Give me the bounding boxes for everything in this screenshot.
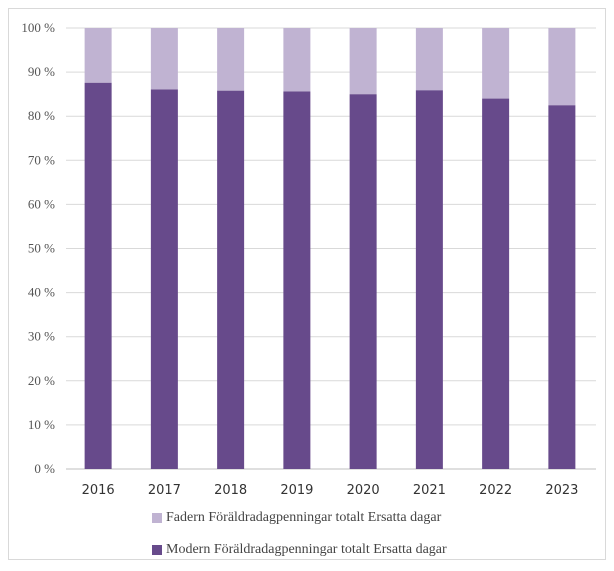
legend-label: Fadern Föräldradagpenningar totalt Ersat… <box>166 510 442 525</box>
gridlines <box>66 27 596 470</box>
y-tick-label: 20 % <box>28 373 55 388</box>
bar-modern-2019 <box>283 91 311 469</box>
bar-modern-2023 <box>548 105 576 470</box>
bar-modern-2017 <box>150 89 178 469</box>
legend: Fadern Föräldradagpenningar totalt Ersat… <box>152 507 572 571</box>
y-axis-ticks: 0 % 10 % 20 % 30 % 40 % 50 % 60 % 70 % 80 % 90 % 1… <box>21 20 55 476</box>
y-tick-label: 40 % <box>28 285 55 300</box>
y-tick-label: 10 % <box>28 417 55 432</box>
y-tick-label: 50 % <box>28 241 55 256</box>
y-tick-label: 100 % <box>21 20 55 35</box>
y-tick-label: 90 % <box>28 64 55 79</box>
bars <box>84 28 576 470</box>
y-tick-label: 30 % <box>28 329 55 344</box>
bar-fadern-2017 <box>150 28 178 90</box>
bar-fadern-2019 <box>283 28 311 92</box>
x-tick-label: 2017 <box>148 483 181 498</box>
legend-swatch <box>152 545 162 555</box>
bar-modern-2020 <box>349 94 377 470</box>
y-tick-label: 70 % <box>28 152 55 167</box>
y-tick-label: 80 % <box>28 108 55 123</box>
x-tick-label: 2016 <box>82 483 115 498</box>
x-axis-ticks: 2016 2017 2018 2019 2020 2021 2022 2023 <box>82 483 579 498</box>
y-tick-label: 0 % <box>34 461 55 476</box>
legend-item: Fadern Föräldradagpenningar totalt Ersat… <box>152 507 572 529</box>
y-tick-label: 60 % <box>28 196 55 211</box>
bar-modern-2016 <box>84 82 112 470</box>
legend-item: Modern Föräldradagpenningar totalt Ersat… <box>152 539 572 561</box>
bar-modern-2021 <box>415 90 443 469</box>
legend-swatch <box>152 513 162 523</box>
x-tick-label: 2018 <box>214 483 247 498</box>
bar-fadern-2023 <box>548 28 576 106</box>
bar-modern-2018 <box>217 90 245 469</box>
bar-modern-2022 <box>482 98 510 469</box>
legend-label: Modern Föräldradagpenningar totalt Ersat… <box>166 542 447 557</box>
bar-fadern-2022 <box>482 28 510 99</box>
x-tick-label: 2021 <box>413 483 446 498</box>
bar-fadern-2021 <box>415 28 443 91</box>
x-tick-label: 2020 <box>347 483 380 498</box>
x-tick-label: 2022 <box>479 483 512 498</box>
bar-fadern-2018 <box>217 28 245 91</box>
bar-fadern-2020 <box>349 28 377 95</box>
bar-fadern-2016 <box>84 28 112 83</box>
x-tick-label: 2019 <box>280 483 313 498</box>
x-tick-label: 2023 <box>545 483 578 498</box>
